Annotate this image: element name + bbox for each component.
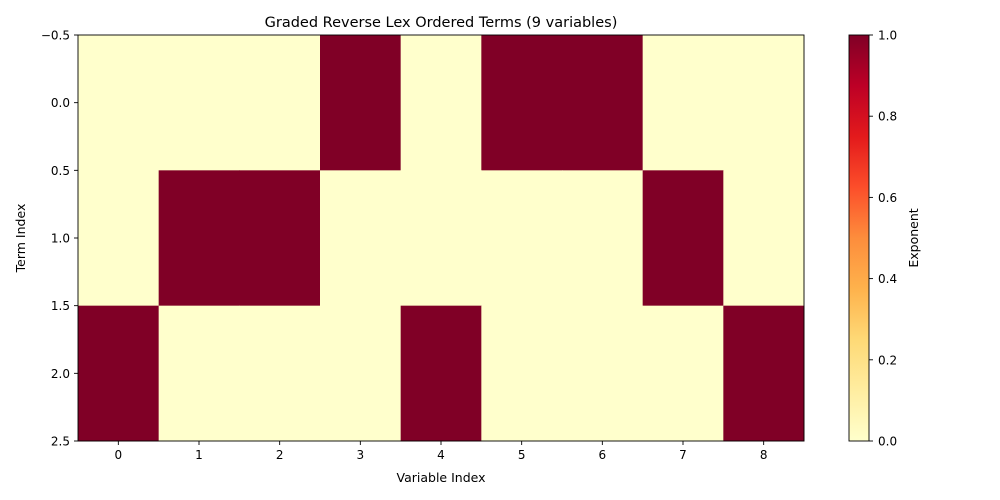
heatmap-cell: [562, 170, 644, 307]
heatmap-cell: [78, 170, 160, 307]
y-tick-label: −0.5: [41, 29, 70, 43]
chart-title: Graded Reverse Lex Ordered Terms (9 vari…: [265, 15, 618, 31]
heatmap-cell: [320, 35, 402, 171]
heatmap-cell: [320, 305, 402, 442]
y-tick-label: 1.0: [51, 232, 70, 246]
x-tick-label: 3: [357, 448, 365, 462]
heatmap-cell: [400, 35, 482, 171]
heatmap-cell: [481, 305, 563, 442]
heatmap-cells: [78, 35, 805, 442]
colorbar-tick-label: 0.8: [878, 110, 897, 124]
y-tick-label: 0.5: [51, 164, 70, 178]
x-tick-label: 0: [115, 448, 123, 462]
heatmap-cell: [642, 305, 724, 442]
heatmap-cell: [78, 35, 160, 171]
colorbar: [848, 34, 870, 442]
colorbar-ticks: 0.0 0.2 0.4 0.6 0.8 1.0: [869, 29, 897, 449]
heatmap-cell: [642, 35, 724, 171]
heatmap-cell: [239, 305, 321, 442]
y-tick-label: 2.0: [51, 367, 70, 381]
heatmap-cell: [562, 35, 644, 171]
heatmap-cell: [158, 170, 240, 307]
y-axis-label: Term Index: [13, 204, 28, 274]
heatmap-cell: [78, 305, 160, 442]
colorbar-tick-label: 0.2: [878, 353, 897, 367]
heatmap-cell: [158, 35, 240, 171]
y-tick-label: 2.5: [51, 435, 70, 449]
heatmap-cell: [481, 35, 563, 171]
y-tick-label: 0.0: [51, 96, 70, 110]
colorbar-tick-label: 0.0: [878, 435, 897, 449]
heatmap-cell: [642, 170, 724, 307]
heatmap-cell: [239, 35, 321, 171]
colorbar-tick-label: 0.6: [878, 191, 897, 205]
colorbar-label: Exponent: [906, 208, 921, 267]
heatmap-cell: [562, 305, 644, 442]
y-axis-ticks: −0.5 0.0 0.5 1.0 1.5 2.0 2.5: [41, 29, 78, 449]
x-tick-label: 6: [599, 448, 607, 462]
heatmap-cell: [320, 170, 402, 307]
x-axis-ticks: 0 1 2 3 4 5 6 7 8: [115, 441, 768, 462]
x-tick-label: 2: [276, 448, 284, 462]
x-tick-label: 7: [679, 448, 687, 462]
x-tick-label: 1: [195, 448, 203, 462]
x-tick-label: 5: [518, 448, 526, 462]
heatmap-cell: [481, 170, 563, 307]
y-tick-label: 1.5: [51, 299, 70, 313]
x-tick-label: 4: [437, 448, 445, 462]
x-axis-label: Variable Index: [397, 470, 486, 485]
heatmap-cell: [400, 305, 482, 442]
colorbar-tick-label: 0.4: [878, 272, 897, 286]
heatmap-cell: [723, 305, 805, 442]
heatmap-cell: [158, 305, 240, 442]
heatmap-cell: [723, 170, 805, 307]
heatmap-cell: [239, 170, 321, 307]
heatmap-cell: [400, 170, 482, 307]
colorbar-tick-label: 1.0: [878, 29, 897, 43]
heatmap-cell: [723, 35, 805, 171]
x-tick-label: 8: [760, 448, 768, 462]
